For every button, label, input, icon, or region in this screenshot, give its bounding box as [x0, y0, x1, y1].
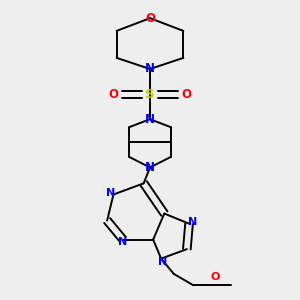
Text: N: N [145, 113, 155, 126]
Text: N: N [188, 217, 197, 227]
Text: S: S [145, 88, 155, 101]
Text: N: N [158, 257, 167, 267]
Text: N: N [145, 62, 155, 76]
Text: N: N [118, 237, 127, 247]
Text: O: O [210, 272, 220, 282]
Text: O: O [109, 88, 118, 101]
Text: N: N [145, 161, 155, 174]
Text: O: O [145, 12, 155, 25]
Text: O: O [182, 88, 191, 101]
Text: N: N [106, 188, 116, 198]
